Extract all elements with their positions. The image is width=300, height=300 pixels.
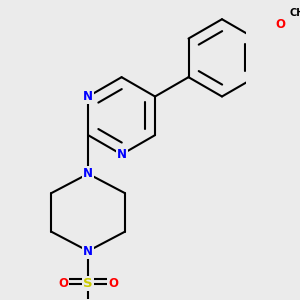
Text: N: N (83, 167, 93, 180)
Text: N: N (83, 90, 93, 103)
Text: N: N (83, 244, 93, 258)
Text: O: O (58, 278, 68, 290)
Text: S: S (83, 278, 93, 290)
Text: O: O (108, 278, 118, 290)
Text: O: O (275, 18, 286, 31)
Text: CH₃: CH₃ (289, 8, 300, 18)
Text: N: N (117, 148, 127, 161)
